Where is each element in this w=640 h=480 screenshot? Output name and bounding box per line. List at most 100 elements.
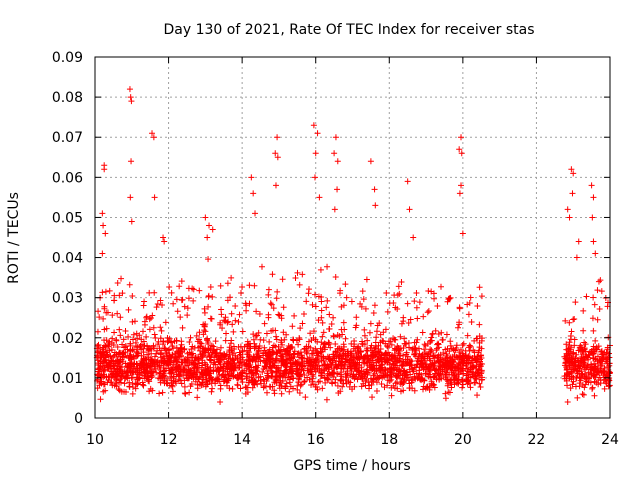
- data-point: [268, 368, 275, 375]
- data-point: [308, 382, 315, 388]
- data-point: [388, 392, 395, 399]
- data-point: [146, 289, 153, 296]
- data-point: [238, 363, 245, 370]
- data-point: [262, 363, 269, 370]
- data-point: [214, 376, 221, 383]
- data-point: [243, 347, 250, 354]
- data-point: [161, 377, 168, 384]
- data-point: [179, 359, 186, 366]
- data-point: [400, 318, 407, 325]
- data-point: [354, 376, 361, 383]
- data-point: [594, 287, 601, 294]
- data-point: [268, 301, 275, 308]
- data-point: [473, 335, 480, 342]
- data-point: [255, 348, 262, 355]
- data-point: [298, 358, 305, 365]
- peak-data-point: [332, 134, 339, 141]
- data-point: [204, 335, 211, 342]
- x-tick-label: 24: [601, 432, 619, 448]
- data-point: [583, 353, 590, 360]
- data-point: [330, 369, 337, 376]
- data-point: [398, 320, 405, 327]
- data-point: [264, 389, 271, 396]
- data-point: [380, 329, 387, 336]
- data-point: [118, 275, 125, 282]
- data-point: [380, 338, 387, 345]
- data-point: [194, 364, 201, 371]
- data-point: [459, 342, 466, 349]
- data-point: [114, 310, 121, 317]
- data-point: [301, 378, 308, 385]
- data-point: [130, 369, 137, 376]
- data-point: [166, 355, 173, 362]
- data-point: [402, 372, 409, 379]
- data-point: [280, 304, 287, 311]
- data-point: [466, 354, 473, 361]
- data-point: [478, 337, 485, 344]
- data-point: [423, 364, 430, 371]
- data-point: [300, 367, 307, 374]
- data-point: [580, 327, 587, 334]
- data-point: [337, 351, 344, 358]
- data-point: [457, 365, 464, 372]
- data-point: [251, 354, 258, 361]
- data-point: [189, 372, 196, 379]
- data-point: [223, 363, 230, 370]
- data-point: [326, 372, 333, 379]
- data-point: [591, 360, 598, 367]
- data-point: [567, 344, 574, 351]
- data-point: [124, 352, 131, 359]
- data-point: [259, 369, 266, 376]
- data-point: [327, 360, 334, 367]
- data-point: [199, 362, 206, 369]
- data-point: [396, 352, 403, 359]
- data-point: [387, 338, 394, 345]
- data-point: [340, 380, 347, 387]
- data-point: [561, 353, 568, 360]
- data-point: [265, 349, 272, 356]
- peak-data-point: [127, 194, 134, 201]
- data-point: [252, 365, 259, 372]
- data-point: [146, 346, 153, 353]
- data-point: [191, 369, 198, 376]
- data-point: [118, 363, 125, 370]
- data-point: [338, 326, 345, 333]
- data-point: [326, 325, 333, 332]
- peak-data-point: [150, 134, 157, 141]
- data-point: [384, 359, 391, 366]
- data-point: [446, 295, 453, 302]
- data-point: [347, 348, 354, 355]
- data-point: [474, 302, 481, 309]
- data-point: [303, 349, 310, 356]
- data-point: [231, 346, 238, 353]
- data-point: [362, 305, 369, 312]
- data-point: [581, 384, 588, 391]
- data-point: [437, 351, 444, 358]
- data-point: [270, 342, 277, 349]
- x-tick-label: 18: [380, 432, 398, 448]
- data-point: [389, 356, 396, 363]
- data-point: [431, 373, 438, 380]
- peak-data-point: [564, 206, 571, 213]
- data-point: [337, 287, 344, 294]
- data-point: [217, 385, 224, 392]
- data-point: [324, 376, 331, 383]
- data-point: [422, 342, 429, 349]
- data-point: [342, 335, 349, 342]
- data-point: [564, 369, 571, 376]
- data-point: [381, 384, 388, 391]
- data-point: [387, 369, 394, 376]
- data-point: [447, 338, 454, 345]
- data-point: [101, 364, 108, 371]
- data-point: [119, 370, 126, 377]
- peak-data-point: [569, 190, 576, 197]
- data-point: [258, 263, 265, 270]
- data-point: [122, 360, 129, 367]
- data-point: [157, 324, 164, 331]
- data-point: [265, 373, 272, 380]
- data-point: [313, 366, 320, 373]
- data-point: [176, 353, 183, 360]
- data-point: [359, 340, 366, 347]
- data-point: [327, 344, 334, 351]
- data-point: [348, 298, 355, 305]
